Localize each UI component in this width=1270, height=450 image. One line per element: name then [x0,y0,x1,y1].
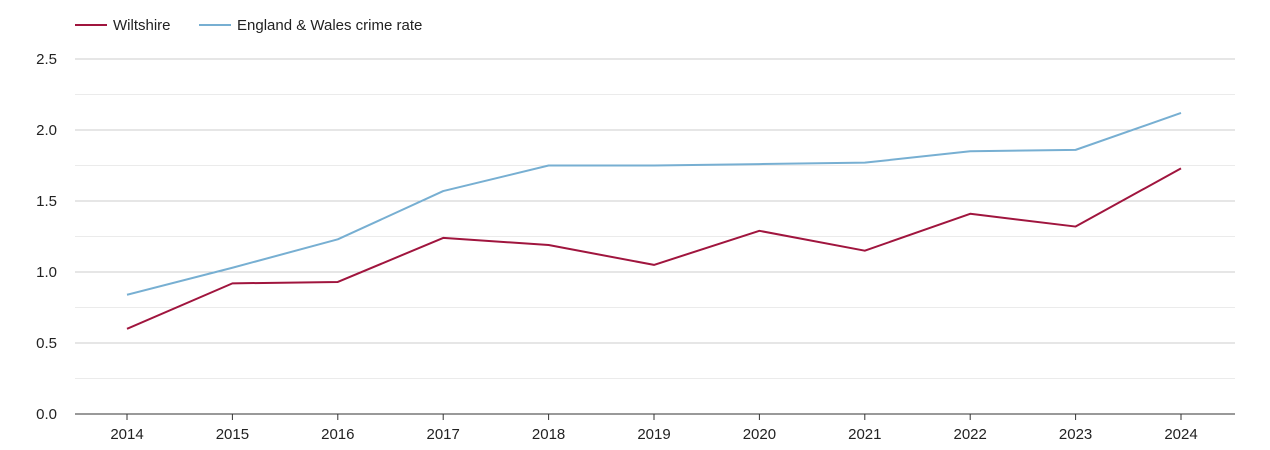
y-tick-label: 1.5 [36,193,57,210]
x-tick-label: 2020 [743,426,776,443]
x-tick-label: 2021 [848,426,881,443]
x-tick-label: 2016 [321,426,354,443]
y-tick-label: 0.5 [36,335,57,352]
y-axis-ticks: 0.0 0.5 1.0 1.5 2.0 2.5 [36,51,57,423]
x-tick-label: 2019 [637,426,670,443]
legend-label-england-wales: England & Wales crime rate [237,17,422,34]
y-tick-label: 2.5 [36,51,57,68]
x-tick-label: 2022 [954,426,987,443]
x-tick-label: 2018 [532,426,565,443]
y-tick-label: 2.0 [36,122,57,139]
x-tick-label: 2024 [1164,426,1197,443]
x-tick-label: 2014 [110,426,143,443]
legend: Wiltshire England & Wales crime rate [75,17,422,34]
x-tick-label: 2017 [427,426,460,443]
series [126,112,1182,330]
y-tick-label: 1.0 [36,264,57,281]
x-axis-ticks: 2014 2015 2016 2017 2018 2019 2020 2021 2022 2023… [110,414,1198,443]
x-tick-label: 2015 [216,426,249,443]
y-tick-label: 0.0 [36,406,57,423]
series-line-england-wales [126,112,1182,296]
grid [75,58,1235,379]
x-tick-label: 2023 [1059,426,1092,443]
legend-label-wiltshire: Wiltshire [113,17,171,34]
series-line-wiltshire [126,167,1182,330]
